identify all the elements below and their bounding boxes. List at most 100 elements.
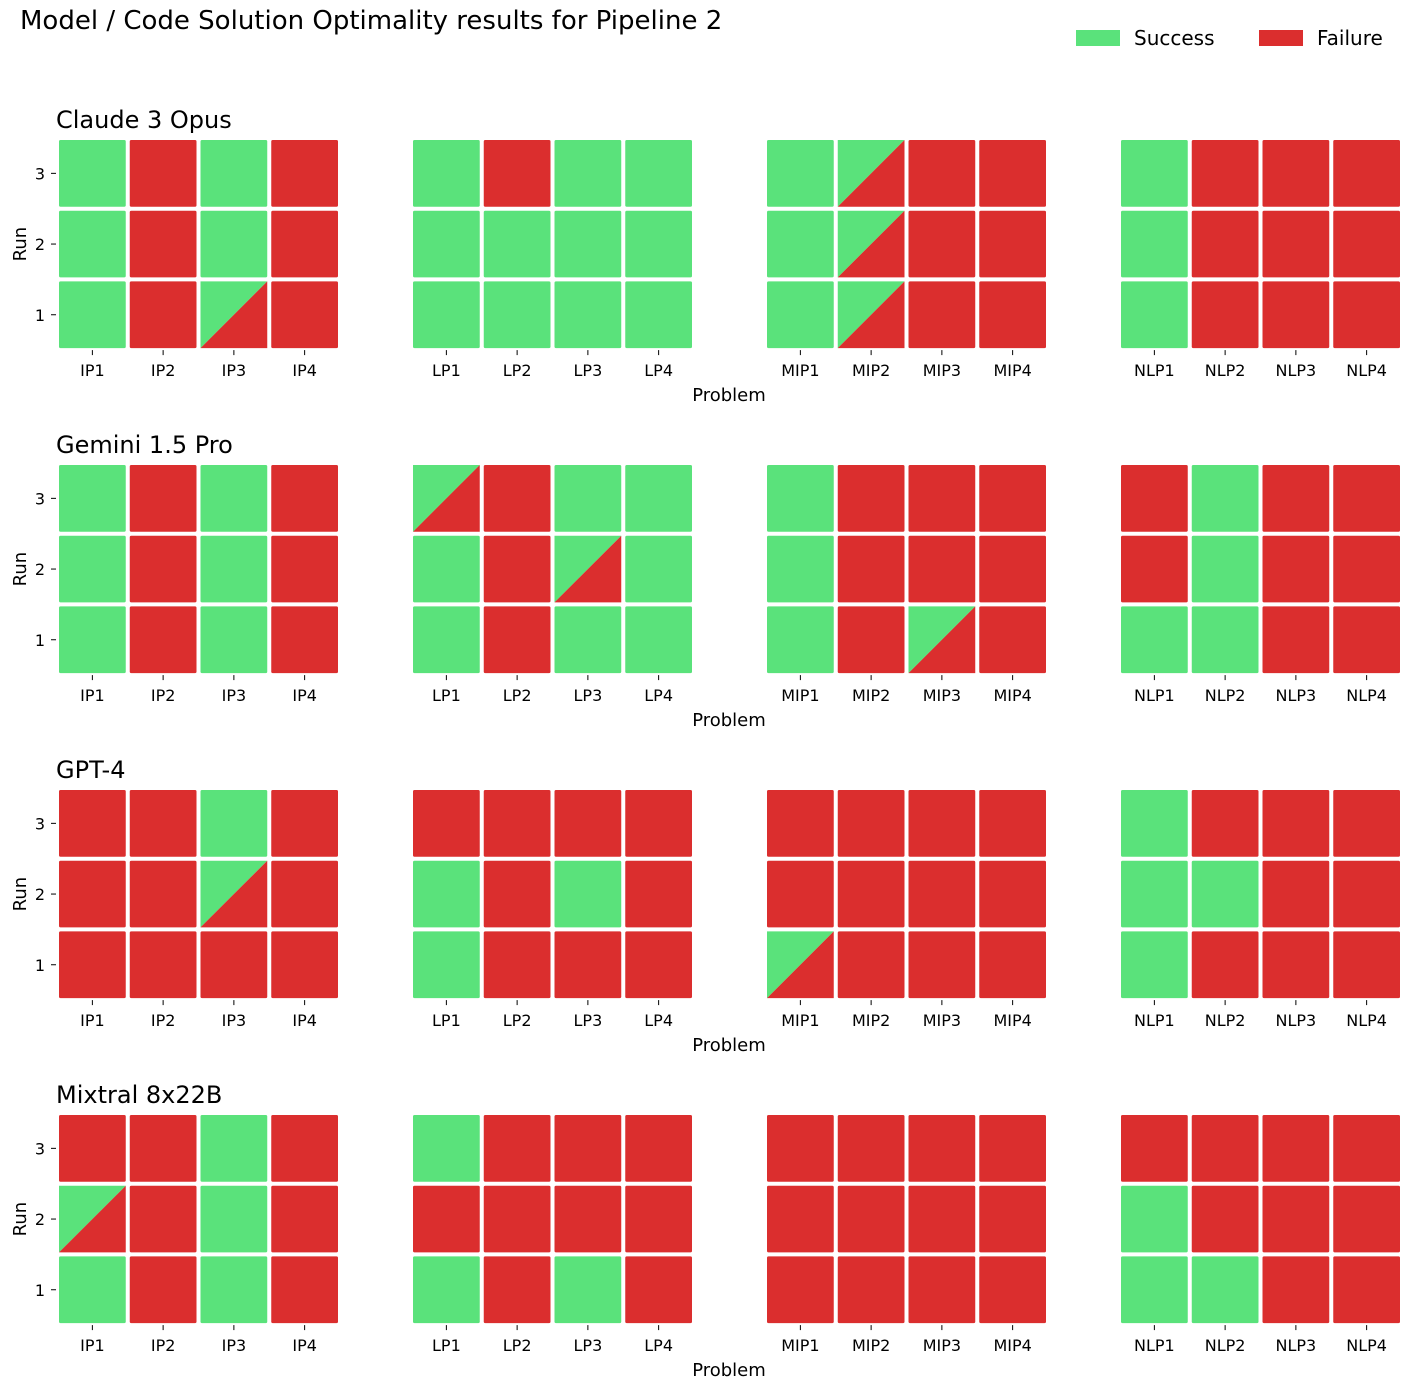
heatmap-cell-gemini-1-5-pro-nlp3-run3 (1262, 465, 1330, 532)
heatmap-cell-claude-3-opus-mip3-run2 (908, 210, 976, 278)
x-tick-label: IP4 (292, 686, 317, 705)
model-title-claude-3-opus: Claude 3 Opus (56, 106, 232, 134)
x-tick-label: LP2 (503, 686, 532, 705)
heatmap-cell-gemini-1-5-pro-mip2-run1 (837, 606, 905, 674)
heatmap-cell-mixtral-8x22b-nlp4-run3 (1333, 1115, 1400, 1182)
heatmap-cell-gpt-4-lp3-run2 (554, 860, 622, 928)
heatmap-cell-claude-3-opus-ip2-run3 (129, 140, 197, 207)
heatmap-cell-gemini-1-5-pro-mip1-run1 (767, 606, 834, 674)
heatmap-cell-claude-3-opus-lp3-run3 (554, 140, 622, 207)
y-tick-label: 2 (35, 560, 45, 579)
x-tick-label: NLP3 (1276, 686, 1317, 705)
heatmap-cell-mixtral-8x22b-lp4-run2 (625, 1185, 692, 1253)
chart-title: Model / Code Solution Optimality results… (20, 6, 723, 36)
heatmap-cell-gpt-4-mip3-run1 (908, 931, 976, 999)
heatmap-cell-gemini-1-5-pro-mip3-run2 (908, 535, 976, 603)
heatmap-cell-claude-3-opus-ip3-run2 (200, 210, 268, 278)
heatmap-cell-mixtral-8x22b-ip1-run1 (59, 1256, 126, 1324)
legend-label-failure: Failure (1317, 26, 1383, 50)
heatmap-cell-gpt-4-lp2-run2 (483, 860, 551, 928)
heatmap-cell-mixtral-8x22b-lp1-run1 (413, 1256, 480, 1324)
heatmap-cell-mixtral-8x22b-lp4-run3 (625, 1115, 692, 1182)
cell-success-part (837, 140, 905, 207)
heatmap-cell-gemini-1-5-pro-lp4-run3 (625, 465, 692, 532)
heatmap-cell-gemini-1-5-pro-lp4-run1 (625, 606, 692, 674)
heatmap-cell-mixtral-8x22b-mip3-run3 (908, 1115, 976, 1182)
heatmap-cell-gemini-1-5-pro-lp1-run3 (413, 465, 480, 532)
heatmap-cell-claude-3-opus-mip1-run2 (767, 210, 834, 278)
heatmap-cell-claude-3-opus-nlp1-run3 (1121, 140, 1188, 207)
heatmap-cell-claude-3-opus-mip1-run1 (767, 281, 834, 349)
heatmap-cell-gpt-4-lp1-run3 (413, 790, 480, 857)
heatmap-cell-gemini-1-5-pro-ip4-run2 (271, 535, 338, 603)
cell-failure-part (837, 210, 905, 278)
heatmap-cell-claude-3-opus-nlp4-run1 (1333, 281, 1400, 349)
heatmap-cell-mixtral-8x22b-nlp1-run1 (1121, 1256, 1188, 1324)
heatmap-cell-mixtral-8x22b-mip4-run3 (979, 1115, 1046, 1182)
heatmap-cell-gpt-4-mip4-run2 (979, 860, 1046, 928)
x-axis-label: Problem (692, 1035, 766, 1056)
heatmap-cell-gemini-1-5-pro-nlp2-run2 (1191, 535, 1259, 603)
x-tick-label: MIP1 (781, 1336, 819, 1355)
x-tick-label: NLP1 (1134, 1336, 1175, 1355)
y-tick-label: 1 (35, 631, 45, 650)
heatmap-cell-gemini-1-5-pro-nlp3-run1 (1262, 606, 1330, 674)
heatmap-cell-gemini-1-5-pro-nlp2-run1 (1191, 606, 1259, 674)
heatmap-cell-gemini-1-5-pro-ip2-run2 (129, 535, 197, 603)
x-tick-label: LP4 (644, 361, 673, 380)
x-tick-label: LP2 (503, 361, 532, 380)
x-axis-label: Problem (692, 1360, 766, 1381)
heatmap-cell-gpt-4-mip2-run3 (837, 790, 905, 857)
heatmap-cell-claude-3-opus-mip1-run3 (767, 140, 834, 207)
heatmap-cell-gemini-1-5-pro-lp3-run1 (554, 606, 622, 674)
heatmap-cell-claude-3-opus-ip3-run1 (200, 281, 268, 349)
heatmap-cell-gpt-4-ip4-run3 (271, 790, 338, 857)
x-tick-label: LP4 (644, 1336, 673, 1355)
x-tick-label: LP3 (574, 1011, 603, 1030)
heatmap-cell-mixtral-8x22b-ip4-run3 (271, 1115, 338, 1182)
heatmap-cell-gpt-4-ip1-run2 (59, 860, 126, 928)
heatmap-cell-gpt-4-nlp1-run2 (1121, 860, 1188, 928)
x-axis-label: Problem (692, 710, 766, 731)
heatmap-cell-gemini-1-5-pro-nlp1-run3 (1121, 465, 1188, 532)
heatmap-cell-mixtral-8x22b-nlp4-run1 (1333, 1256, 1400, 1324)
x-tick-label: IP3 (222, 361, 247, 380)
heatmap-cell-gpt-4-lp4-run1 (625, 931, 692, 999)
heatmap-cell-mixtral-8x22b-mip1-run1 (767, 1256, 834, 1324)
legend-label-success: Success (1134, 26, 1215, 50)
x-tick-label: LP3 (574, 686, 603, 705)
x-tick-label: NLP4 (1346, 686, 1387, 705)
heatmap-cell-mixtral-8x22b-nlp2-run3 (1191, 1115, 1259, 1182)
heatmap-cell-gpt-4-nlp3-run2 (1262, 860, 1330, 928)
heatmap-cell-claude-3-opus-mip4-run3 (979, 140, 1046, 207)
heatmap-cell-gpt-4-nlp4-run3 (1333, 790, 1400, 857)
heatmap-cell-gemini-1-5-pro-ip1-run3 (59, 465, 126, 532)
heatmap-cell-mixtral-8x22b-mip2-run3 (837, 1115, 905, 1182)
heatmap-cell-mixtral-8x22b-lp2-run1 (483, 1256, 551, 1324)
heatmap-cell-gemini-1-5-pro-lp2-run1 (483, 606, 551, 674)
heatmap-cell-gpt-4-mip2-run1 (837, 931, 905, 999)
heatmap-cell-claude-3-opus-ip4-run1 (271, 281, 338, 349)
heatmap-cell-gemini-1-5-pro-ip4-run1 (271, 606, 338, 674)
model-title-gpt-4: GPT-4 (56, 756, 125, 784)
heatmap-cell-claude-3-opus-lp4-run3 (625, 140, 692, 207)
heatmap-cell-mixtral-8x22b-nlp2-run2 (1191, 1185, 1259, 1253)
heatmap-cell-gemini-1-5-pro-nlp1-run2 (1121, 535, 1188, 603)
heatmap-cell-mixtral-8x22b-lp3-run2 (554, 1185, 622, 1253)
heatmap-cell-mixtral-8x22b-ip2-run3 (129, 1115, 197, 1182)
heatmap-cell-gpt-4-lp2-run3 (483, 790, 551, 857)
heatmap-cell-claude-3-opus-ip3-run3 (200, 140, 268, 207)
x-tick-label: NLP2 (1205, 361, 1246, 380)
heatmap-cell-gemini-1-5-pro-lp2-run3 (483, 465, 551, 532)
heatmap-cell-mixtral-8x22b-nlp3-run1 (1262, 1256, 1330, 1324)
x-tick-label: MIP2 (852, 1336, 890, 1355)
heatmap-cell-gpt-4-nlp1-run3 (1121, 790, 1188, 857)
x-tick-label: IP2 (151, 361, 176, 380)
cell-failure-part (554, 535, 622, 603)
heatmap-cell-claude-3-opus-lp2-run3 (483, 140, 551, 207)
heatmap-cell-mixtral-8x22b-ip4-run2 (271, 1185, 338, 1253)
x-tick-label: MIP3 (923, 361, 961, 380)
x-tick-label: NLP3 (1276, 1011, 1317, 1030)
heatmap-cell-mixtral-8x22b-mip2-run1 (837, 1256, 905, 1324)
